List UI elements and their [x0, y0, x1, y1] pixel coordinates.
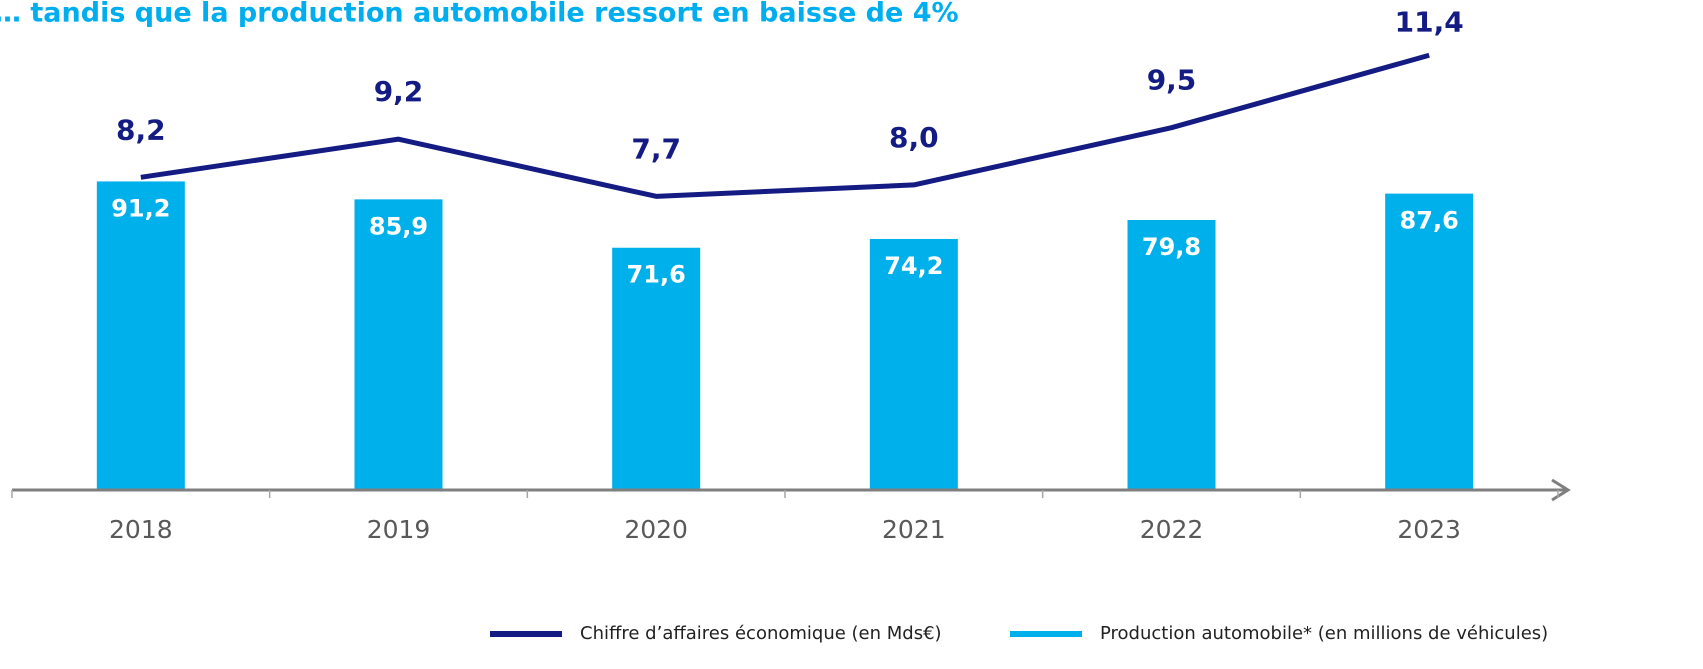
chart-title: … tandis que la production automobile re… [0, 0, 959, 29]
bar [1127, 220, 1216, 490]
bar [96, 181, 185, 490]
line-value-label: 11,4 [1395, 5, 1464, 38]
line-value-label: 9,2 [374, 75, 424, 108]
bar-value-label: 91,2 [111, 194, 170, 222]
bar [1385, 193, 1474, 491]
line-value-label: 9,5 [1147, 64, 1197, 97]
x-tick-label: 2021 [882, 515, 946, 544]
legend-label: Chiffre d’affaires économique (en Mds€) [580, 623, 942, 644]
x-tick-label: 2023 [1397, 515, 1461, 544]
bar [354, 199, 443, 490]
line-value-label: 8,2 [116, 113, 166, 146]
line-value-label: 7,7 [631, 132, 681, 165]
bar-value-label: 87,6 [1400, 207, 1459, 235]
bar-value-label: 79,8 [1142, 233, 1201, 261]
x-tick-label: 2020 [624, 515, 688, 544]
bar [869, 238, 958, 490]
bar-value-label: 85,9 [369, 212, 428, 240]
line-value-label: 8,0 [889, 121, 939, 154]
bar-value-label: 74,2 [884, 252, 943, 280]
legend-label: Production automobile* (en millions de v… [1100, 623, 1548, 644]
x-tick-label: 2018 [109, 515, 173, 544]
line [140, 52, 1430, 199]
bar-value-label: 71,6 [627, 261, 686, 289]
x-tick-label: 2022 [1140, 515, 1204, 544]
bar [612, 247, 701, 490]
x-tick-label: 2019 [367, 515, 431, 544]
